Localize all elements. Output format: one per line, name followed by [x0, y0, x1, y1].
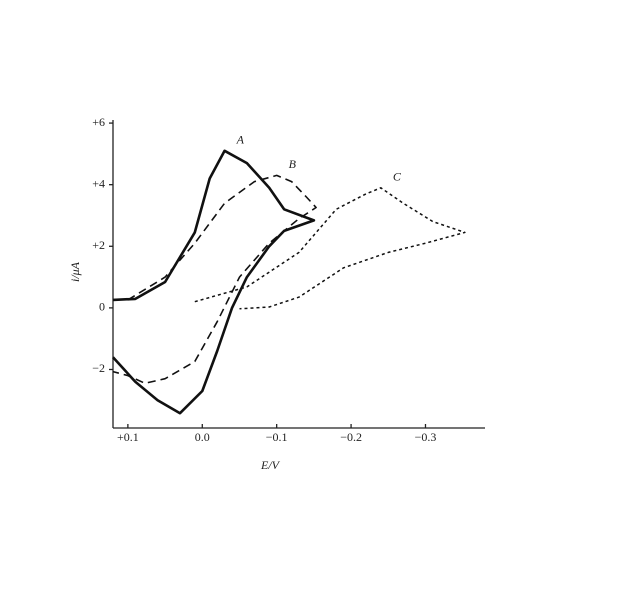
x-axis-title: E/V [260, 458, 281, 472]
y-tick-label: −2 [92, 361, 105, 375]
x-tick-label: −0.3 [415, 430, 437, 444]
x-tick-label: +0.1 [117, 430, 139, 444]
y-tick-label: +2 [92, 238, 105, 252]
cv-curve [112, 174, 317, 385]
x-tick-label: 0.0 [195, 430, 210, 444]
y-tick-label: +6 [92, 115, 105, 129]
cv-curve [194, 187, 466, 310]
x-tick-label: −0.1 [266, 430, 288, 444]
y-axis-title: i/μA [68, 261, 82, 282]
y-tick-label: 0 [99, 300, 105, 314]
curve-label: C [393, 170, 402, 184]
y-tick-label: +4 [92, 176, 105, 190]
curve-label: B [289, 157, 297, 171]
cv-curve [112, 149, 316, 415]
x-tick-label: −0.2 [340, 430, 362, 444]
curve-label: A [236, 133, 245, 147]
